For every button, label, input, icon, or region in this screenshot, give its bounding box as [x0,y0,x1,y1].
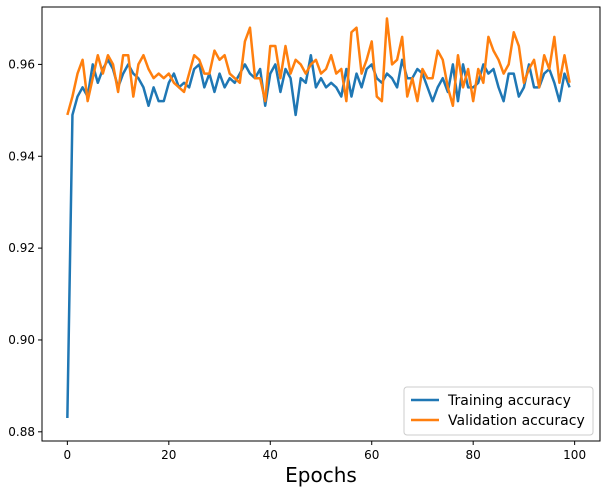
x-axis-title: Epochs [285,463,357,487]
y-tick-label: 0.88 [8,425,35,439]
y-axis: 0.88 0.90 0.92 0.94 0.96 [8,57,42,439]
series-line-validation-accuracy [66,17,571,116]
x-tick-label: 100 [563,448,586,462]
y-tick-label: 0.92 [8,241,35,255]
y-tick-label: 0.96 [8,57,35,71]
plot-area-frame [41,6,601,442]
legend-label-validation-accuracy: Validation accuracy [448,413,585,429]
series-line-training-accuracy [66,53,571,419]
x-axis: 0 20 40 60 80 100 [64,441,586,462]
x-tick-label: 40 [263,448,278,462]
legend-label-training-accuracy: Training accuracy [447,393,571,409]
y-tick-label: 0.94 [8,149,35,163]
x-tick-label: 0 [64,448,72,462]
x-tick-label: 80 [466,448,481,462]
x-tick-label: 20 [161,448,176,462]
y-tick-label: 0.90 [8,333,35,347]
legend-box [403,386,594,436]
x-tick-label: 60 [364,448,379,462]
series-layer [66,17,571,419]
legend: Training accuracy Validation accuracy [403,386,594,436]
